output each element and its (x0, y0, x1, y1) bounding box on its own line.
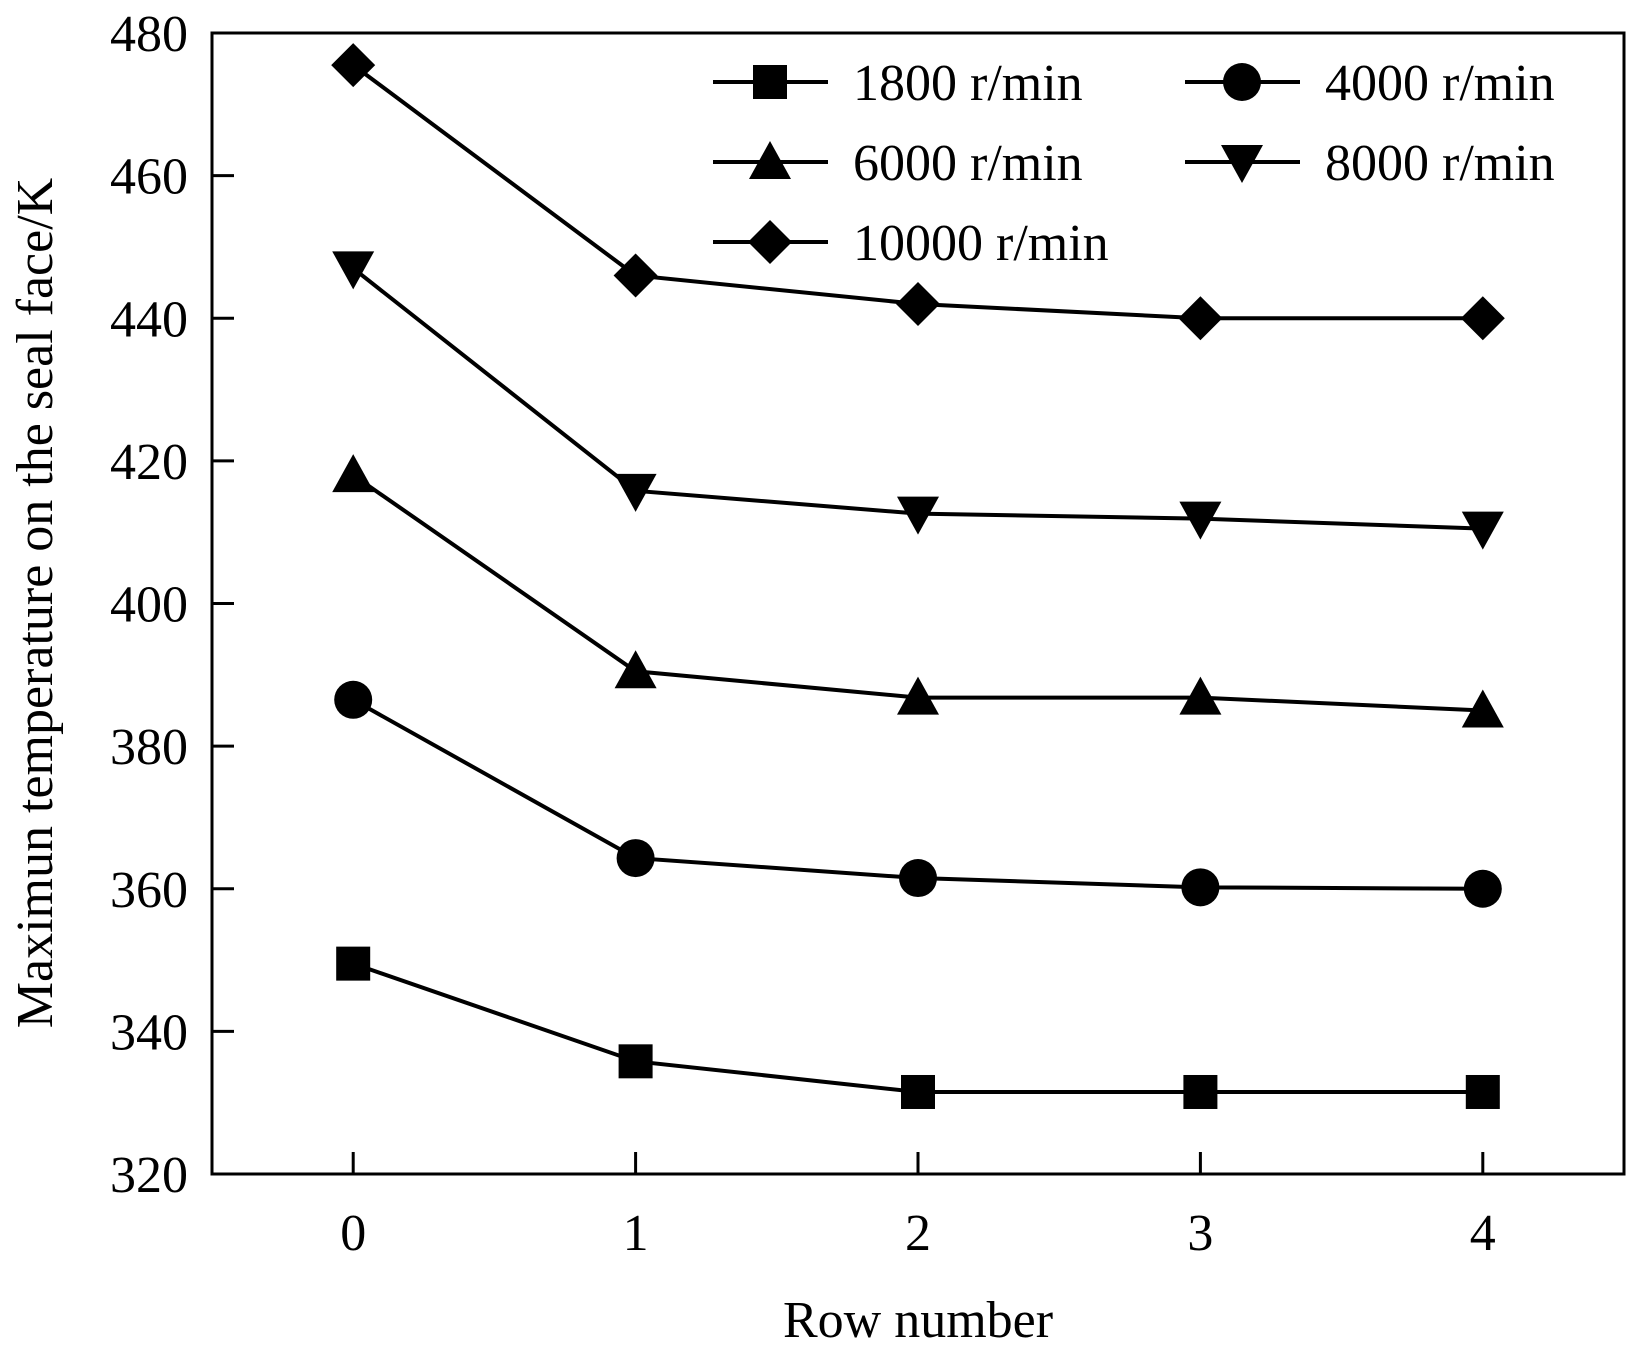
x-axis: 0 1 2 3 4 (340, 1152, 1496, 1262)
data-point-square (336, 946, 371, 981)
data-point-square (901, 1074, 935, 1109)
data-point-diamond (1178, 296, 1223, 341)
legend-label: 6000 r/min (853, 135, 1083, 192)
data-point-diamond (1460, 296, 1505, 341)
data-point-square (1465, 1074, 1500, 1109)
legend-label: 10000 r/min (853, 215, 1109, 272)
legend: 1800 r/min 4000 r/min 6000 r/min 8000 r/min… (713, 55, 1555, 272)
y-tick-label: 380 (110, 719, 188, 776)
series-10000-r-min (331, 43, 1505, 341)
y-axis: 320 340 360 380 400 420 440 460 480 (110, 6, 234, 1204)
data-point-square (1183, 1074, 1218, 1109)
legend-marker-square (753, 65, 787, 99)
y-axis-title: Maximun temperature on the seal face/K (7, 177, 64, 1028)
series-1800-r-min (336, 946, 1500, 1109)
data-point-triangle-down (1461, 511, 1504, 550)
data-point-triangle-up (897, 676, 939, 715)
series-line (352, 961, 1483, 1094)
legend-marker-triangle-down (1221, 145, 1263, 183)
x-axis-title: Row number (783, 1292, 1053, 1349)
data-point-circle (616, 839, 655, 878)
data-point-diamond (896, 281, 940, 326)
x-tick-label: 4 (1470, 1205, 1496, 1262)
data-point-triangle-up (1179, 676, 1222, 715)
data-point-diamond (613, 253, 658, 298)
x-tick-label: 2 (905, 1205, 931, 1262)
y-tick-label: 400 (110, 577, 188, 634)
legend-marker-triangle-up (749, 141, 791, 179)
legend-marker-circle (1223, 63, 1261, 101)
data-point-circle (899, 859, 937, 898)
legend-label: 1800 r/min (853, 55, 1083, 112)
y-tick-label: 460 (110, 149, 188, 206)
plot-area-frame (210, 31, 1626, 1176)
y-tick-label: 360 (110, 862, 188, 919)
legend-item: 8000 r/min (1185, 135, 1555, 192)
legend-label: 4000 r/min (1325, 55, 1555, 112)
y-tick-label: 320 (110, 1147, 188, 1204)
data-point-triangle-down (614, 473, 657, 512)
data-point-circle (334, 680, 373, 719)
series-6000-r-min (332, 454, 1504, 728)
x-tick-label: 3 (1187, 1205, 1213, 1262)
data-point-triangle-down (332, 251, 375, 290)
y-tick-label: 420 (110, 434, 188, 491)
data-point-diamond (331, 43, 376, 88)
y-tick-label: 440 (110, 291, 188, 348)
data-point-triangle-up (614, 650, 657, 689)
data-point-triangle-up (332, 454, 375, 493)
y-tick-label: 340 (110, 1004, 188, 1061)
legend-item: 10000 r/min (713, 215, 1109, 272)
series-4000-r-min (334, 680, 1502, 908)
data-point-circle (1463, 869, 1502, 908)
legend-item: 4000 r/min (1185, 55, 1555, 112)
data-point-triangle-up (1461, 689, 1504, 728)
data-point-square (618, 1044, 653, 1079)
data-point-triangle-down (1179, 501, 1222, 540)
data-point-circle (1181, 868, 1220, 907)
data-point-triangle-down (897, 496, 939, 535)
legend-item: 1800 r/min (713, 55, 1083, 112)
x-tick-label: 1 (623, 1205, 649, 1262)
legend-label: 8000 r/min (1325, 135, 1555, 192)
series-layer (331, 43, 1505, 1109)
y-tick-label: 480 (110, 6, 188, 63)
legend-item: 6000 r/min (713, 135, 1083, 192)
x-tick-label: 0 (340, 1205, 366, 1262)
legend-marker-diamond (748, 220, 792, 264)
series-8000-r-min (332, 251, 1504, 550)
